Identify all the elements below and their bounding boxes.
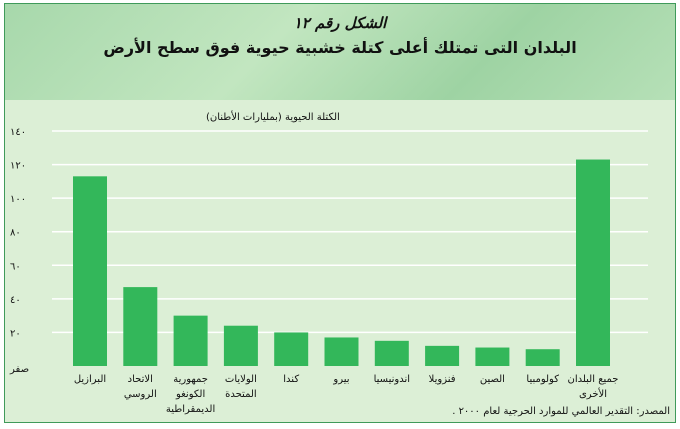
y-tick-label: صفر [9, 364, 29, 375]
y-tick-label: ٢٠ [10, 328, 21, 339]
x-tick-label: الديمقراطية [166, 404, 215, 415]
y-tick-label: ٨٠ [10, 228, 21, 239]
y-tick-label: ١٢٠ [10, 161, 26, 172]
x-tick-label: كولومبيا [526, 374, 559, 385]
bar [576, 159, 610, 366]
x-tick-label: البرازيل [74, 374, 106, 385]
bar [223, 325, 258, 366]
chart-frame: الشكل رقم ١٢ البلدان التى تمتلك أعلى كتل… [4, 3, 676, 423]
x-tick-label: المتحدة [225, 389, 257, 400]
bar [173, 315, 208, 366]
y-tick-label: ٤٠ [10, 295, 21, 306]
chart-header: الشكل رقم ١٢ البلدان التى تمتلك أعلى كتل… [5, 4, 675, 100]
plot-background [5, 100, 675, 422]
x-tick-label: كندا [283, 374, 299, 385]
bar [525, 349, 560, 366]
x-tick-label: فنزويلا [429, 374, 456, 385]
bar [123, 287, 158, 366]
x-tick-label: جمهورية [173, 374, 208, 385]
chart-title: الشكل رقم ١٢ [293, 14, 387, 32]
x-tick-label: اندونيسيا [374, 374, 410, 385]
x-tick-label: الروسي [124, 389, 157, 400]
y-tick-label: ٦٠ [10, 261, 21, 272]
x-tick-label: الولايات [225, 374, 257, 385]
x-tick-label: بيرو [332, 374, 349, 385]
bar [475, 347, 510, 366]
y-axis-label: الكتلة الحيوية (بمليارات الأطنان) [206, 110, 340, 123]
bar [324, 337, 359, 366]
x-tick-label: الاتحاد [128, 374, 153, 385]
bar [73, 176, 107, 366]
x-tick-label: الكونغو [175, 389, 205, 400]
y-tick-label: ١٠٠ [10, 194, 26, 205]
bar [425, 345, 460, 366]
chart-subtitle: البلدان التى تمتلك أعلى كتلة خشبية حيوية… [103, 38, 577, 57]
x-tick-label: جميع البلدان [567, 374, 618, 385]
x-tick-label: الصين [480, 374, 505, 385]
bar [274, 332, 309, 366]
y-tick-label: ١٤٠ [10, 127, 26, 138]
bar [374, 340, 409, 366]
x-tick-label: الأخرى [579, 387, 607, 400]
source-note: المصدر: التقدير العالمي للموارد الحرجية … [452, 406, 670, 417]
